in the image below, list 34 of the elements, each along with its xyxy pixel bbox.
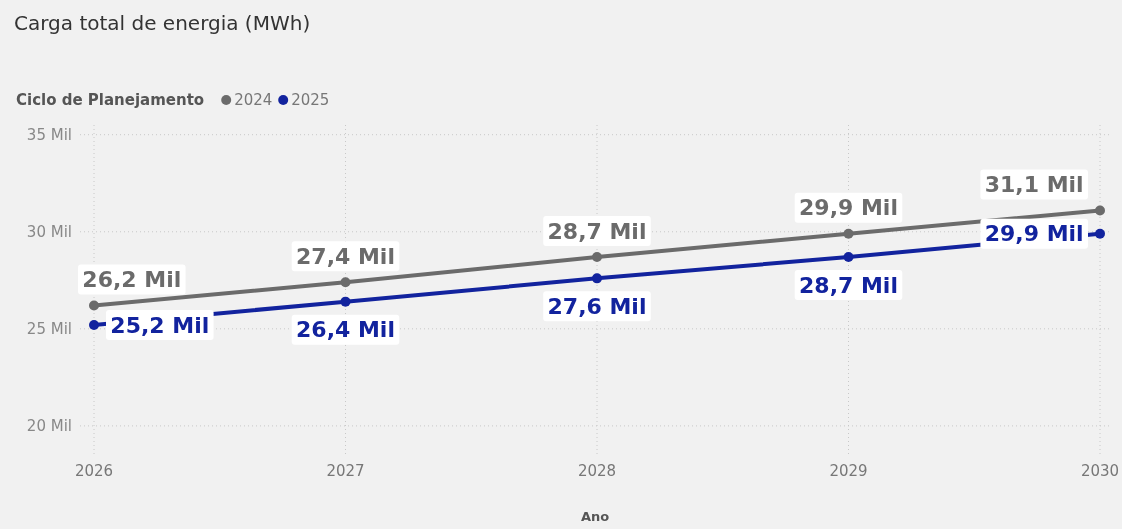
- x-tick-label: 2030: [1080, 462, 1120, 481]
- x-tick-label: 2028: [577, 462, 617, 481]
- point: [592, 273, 602, 284]
- legend-label: 2025: [291, 91, 330, 109]
- data-label: 28,7 Mil: [547, 218, 647, 244]
- data-label: 27,6 Mil: [547, 294, 647, 320]
- data-label: 25,2 Mil: [110, 312, 210, 338]
- data-label: 27,4 Mil: [296, 243, 395, 269]
- x-tick-label: 2026: [74, 462, 114, 481]
- x-tick-label: 2027: [326, 462, 365, 481]
- point: [843, 228, 854, 239]
- point: [1095, 205, 1105, 216]
- point: [89, 300, 99, 311]
- data-label: 31,1 Mil: [984, 172, 1084, 198]
- point: [1095, 228, 1105, 239]
- point: [89, 319, 99, 330]
- y-tick-label: 35 Mil: [26, 125, 72, 144]
- y-tick-label: 30 Mil: [26, 223, 72, 242]
- data-label: 26,2 Mil: [82, 267, 182, 293]
- data-label: 28,7 Mil: [799, 272, 898, 298]
- data-label: 29,9 Mil: [984, 221, 1084, 247]
- point: [592, 252, 602, 262]
- legend-title: Ciclo de Planejamento: [16, 91, 205, 109]
- y-tick-label: 20 Mil: [26, 417, 72, 436]
- chart-title: Carga total de energia (MWh): [14, 11, 311, 35]
- point: [843, 252, 854, 262]
- data-label: 29,9 Mil: [799, 195, 898, 221]
- point: [340, 296, 351, 307]
- legend-label: 2024: [234, 91, 273, 109]
- x-tick-label: 2029: [829, 462, 868, 481]
- y-tick-label: 25 Mil: [26, 320, 72, 339]
- data-label: 26,4 Mil: [296, 317, 395, 343]
- point: [340, 277, 351, 288]
- x-axis-title: Ano: [580, 509, 610, 524]
